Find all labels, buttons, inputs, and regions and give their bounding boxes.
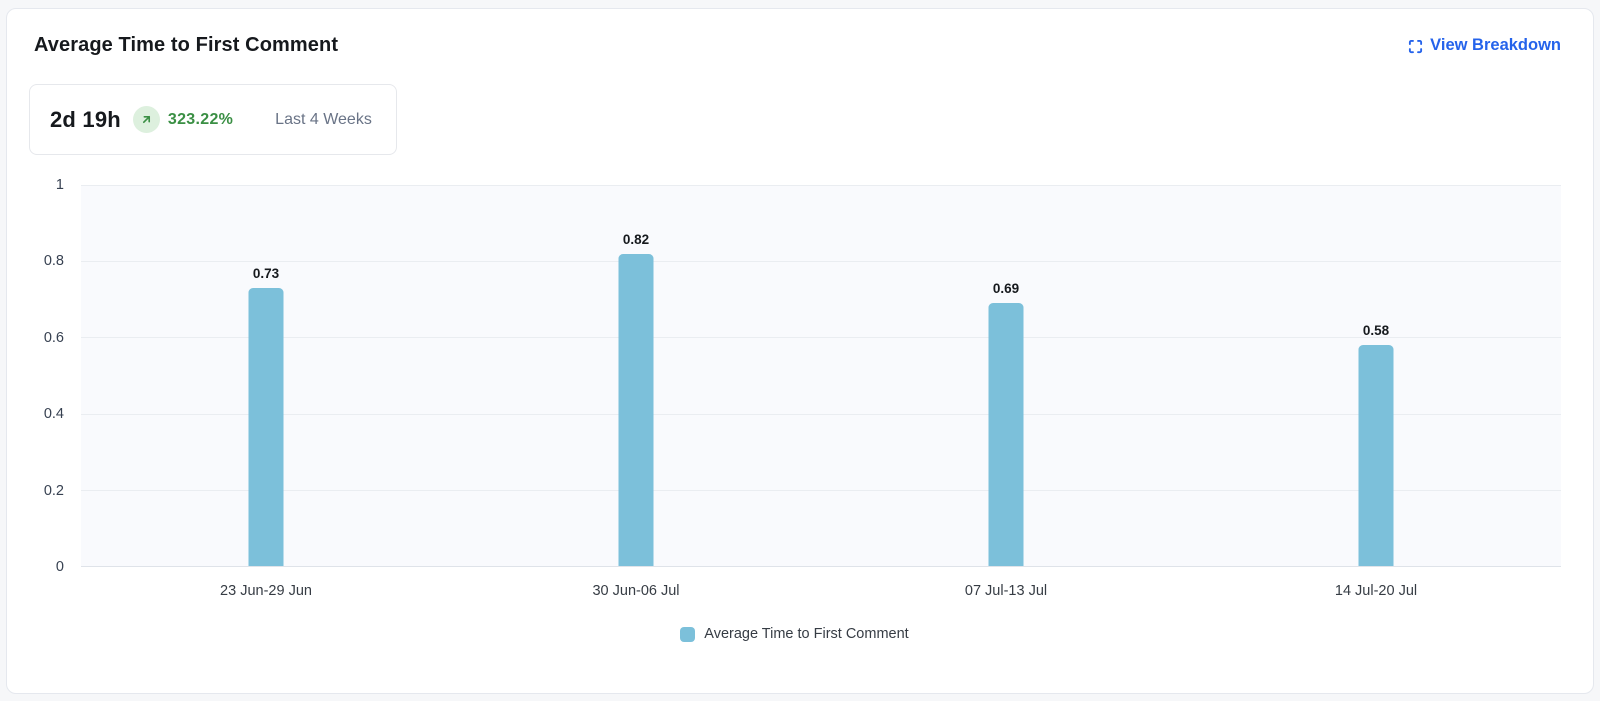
view-breakdown-link[interactable]: View Breakdown	[1408, 36, 1561, 55]
legend-label: Average Time to First Comment	[704, 626, 909, 642]
metric-card: Average Time to First Comment View Break…	[6, 8, 1594, 694]
bar-column: 0.69	[988, 185, 1024, 566]
period-label: Last 4 Weeks	[275, 110, 372, 128]
bar[interactable]	[248, 287, 284, 566]
bar-value-label: 0.73	[252, 265, 280, 281]
bar-column: 0.58	[1358, 185, 1394, 566]
bar[interactable]	[1358, 345, 1394, 566]
y-tick-label: 0.2	[43, 482, 64, 499]
trend-indicator: 323.22%	[132, 106, 234, 133]
gridline	[81, 261, 1561, 263]
y-axis: 0 0.2 0.4 0.6 0.8 1	[28, 177, 81, 575]
bar-column: 0.82	[618, 185, 654, 566]
trend-up-icon	[132, 106, 160, 133]
gridline	[81, 413, 1561, 415]
legend-marker	[680, 626, 696, 642]
y-tick-label: 0.8	[43, 253, 64, 270]
bar[interactable]	[988, 303, 1024, 566]
chart-body: 0 0.2 0.4 0.6 0.8 1 0.73 0.82 0.69 0.58	[28, 177, 1561, 575]
bar[interactable]	[618, 253, 654, 566]
card-header: Average Time to First Comment View Break…	[28, 9, 1561, 57]
view-breakdown-label: View Breakdown	[1430, 36, 1561, 54]
bar-value-label: 0.69	[992, 281, 1020, 297]
gridline	[81, 489, 1561, 491]
bar-chart: 0 0.2 0.4 0.6 0.8 1 0.73 0.82 0.69 0.58 23 Jun-2…	[28, 177, 1561, 642]
x-tick-label: 23 Jun-29 Jun	[220, 583, 312, 599]
x-tick-label: 30 Jun-06 Jul	[592, 583, 680, 599]
plot-area: 0.73 0.82 0.69 0.58	[81, 185, 1561, 567]
y-tick-label: 0.6	[43, 329, 64, 346]
gridline	[81, 337, 1561, 339]
y-tick-label: 1	[55, 177, 64, 193]
x-tick-label: 07 Jul-13 Jul	[964, 583, 1048, 599]
expand-icon	[1408, 39, 1423, 54]
bar-value-label: 0.82	[622, 231, 650, 247]
x-axis: 23 Jun-29 Jun 30 Jun-06 Jul 07 Jul-13 Jul 1…	[81, 583, 1561, 599]
bar-column: 0.73	[248, 185, 284, 566]
bar-value-label: 0.58	[1362, 323, 1390, 339]
y-tick-label: 0.4	[43, 406, 64, 423]
y-tick-label: 0	[55, 559, 64, 575]
summary-stat-card: 2d 19h 323.22% Last 4 Weeks	[29, 84, 397, 155]
chart-legend: Average Time to First Comment	[28, 626, 1561, 642]
gridline	[81, 185, 1561, 186]
trend-percentage: 323.22%	[167, 110, 234, 128]
x-tick-label: 14 Jul-20 Jul	[1334, 583, 1418, 599]
summary-value: 2d 19h	[50, 106, 121, 132]
page-title: Average Time to First Comment	[34, 34, 339, 56]
